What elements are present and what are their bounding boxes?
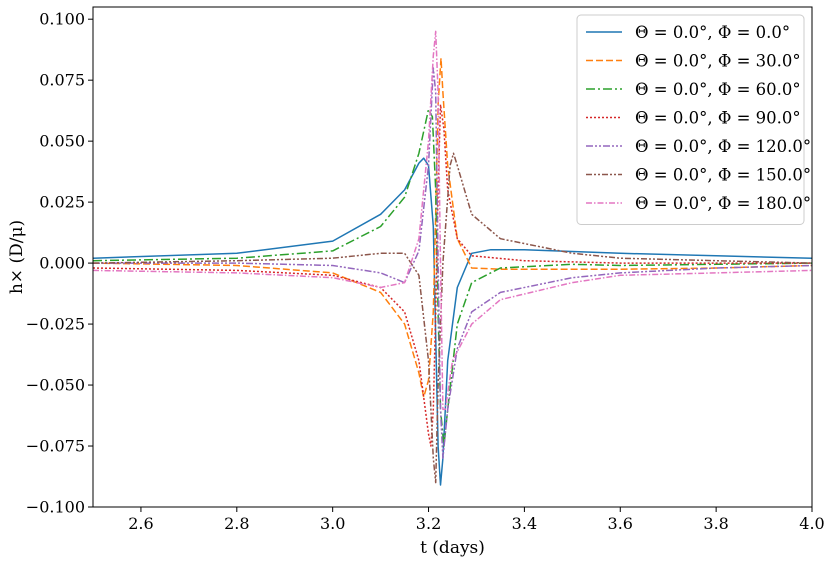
legend-label: Θ = 0.0°, Φ = 90.0° [635, 109, 801, 128]
x-tick-label: 3.6 [608, 514, 633, 533]
series-line-6 [93, 30, 812, 411]
ticks-layer: 2.6 2.8 3.0 3.2 3.4 3.6 3.8 4.0 −0.100 −0.075 −0.0… [26, 10, 825, 533]
legend: Θ = 0.0°, Φ = 0.0° Θ = 0.0°, Φ = 30.0° Θ =… [576, 14, 811, 225]
legend-box [576, 14, 805, 225]
y-tick-label: −0.075 [26, 437, 85, 456]
x-tick-label: 3.4 [512, 514, 537, 533]
legend-label: Θ = 0.0°, Φ = 0.0° [635, 23, 790, 42]
y-tick-label: −0.050 [26, 376, 85, 395]
y-tick-label: 0.075 [39, 71, 85, 90]
y-tick-label: −0.025 [26, 315, 85, 334]
legend-label: Θ = 0.0°, Φ = 60.0° [635, 80, 801, 99]
y-tick-label: 0.025 [39, 193, 85, 212]
legend-label: Θ = 0.0°, Φ = 150.0° [635, 166, 811, 185]
y-tick-label: −0.100 [26, 498, 85, 517]
plot-frame [92, 6, 813, 508]
x-tick-label: 2.8 [224, 514, 249, 533]
legend-label: Θ = 0.0°, Φ = 30.0° [635, 52, 801, 71]
x-tick-label: 3.2 [416, 514, 441, 533]
y-axis-label: h× (D/μ) [7, 220, 27, 294]
y-tick-label: 0.050 [39, 132, 85, 151]
legend-label: Θ = 0.0°, Φ = 180.0° [635, 194, 811, 213]
y-tick-label: 0.100 [39, 10, 85, 29]
x-axis-label: t (days) [420, 538, 485, 558]
x-tick-label: 4.0 [799, 514, 824, 533]
legend-label: Θ = 0.0°, Φ = 120.0° [635, 137, 811, 156]
series-line-5 [93, 152, 812, 484]
y-tick-label: 0.000 [39, 254, 85, 273]
x-tick-label: 2.6 [128, 514, 153, 533]
series-layer [93, 30, 812, 486]
series-line-0 [93, 157, 812, 486]
x-tick-label: 3.8 [703, 514, 728, 533]
series-line-1 [93, 57, 812, 398]
x-tick-label: 3.0 [320, 514, 345, 533]
